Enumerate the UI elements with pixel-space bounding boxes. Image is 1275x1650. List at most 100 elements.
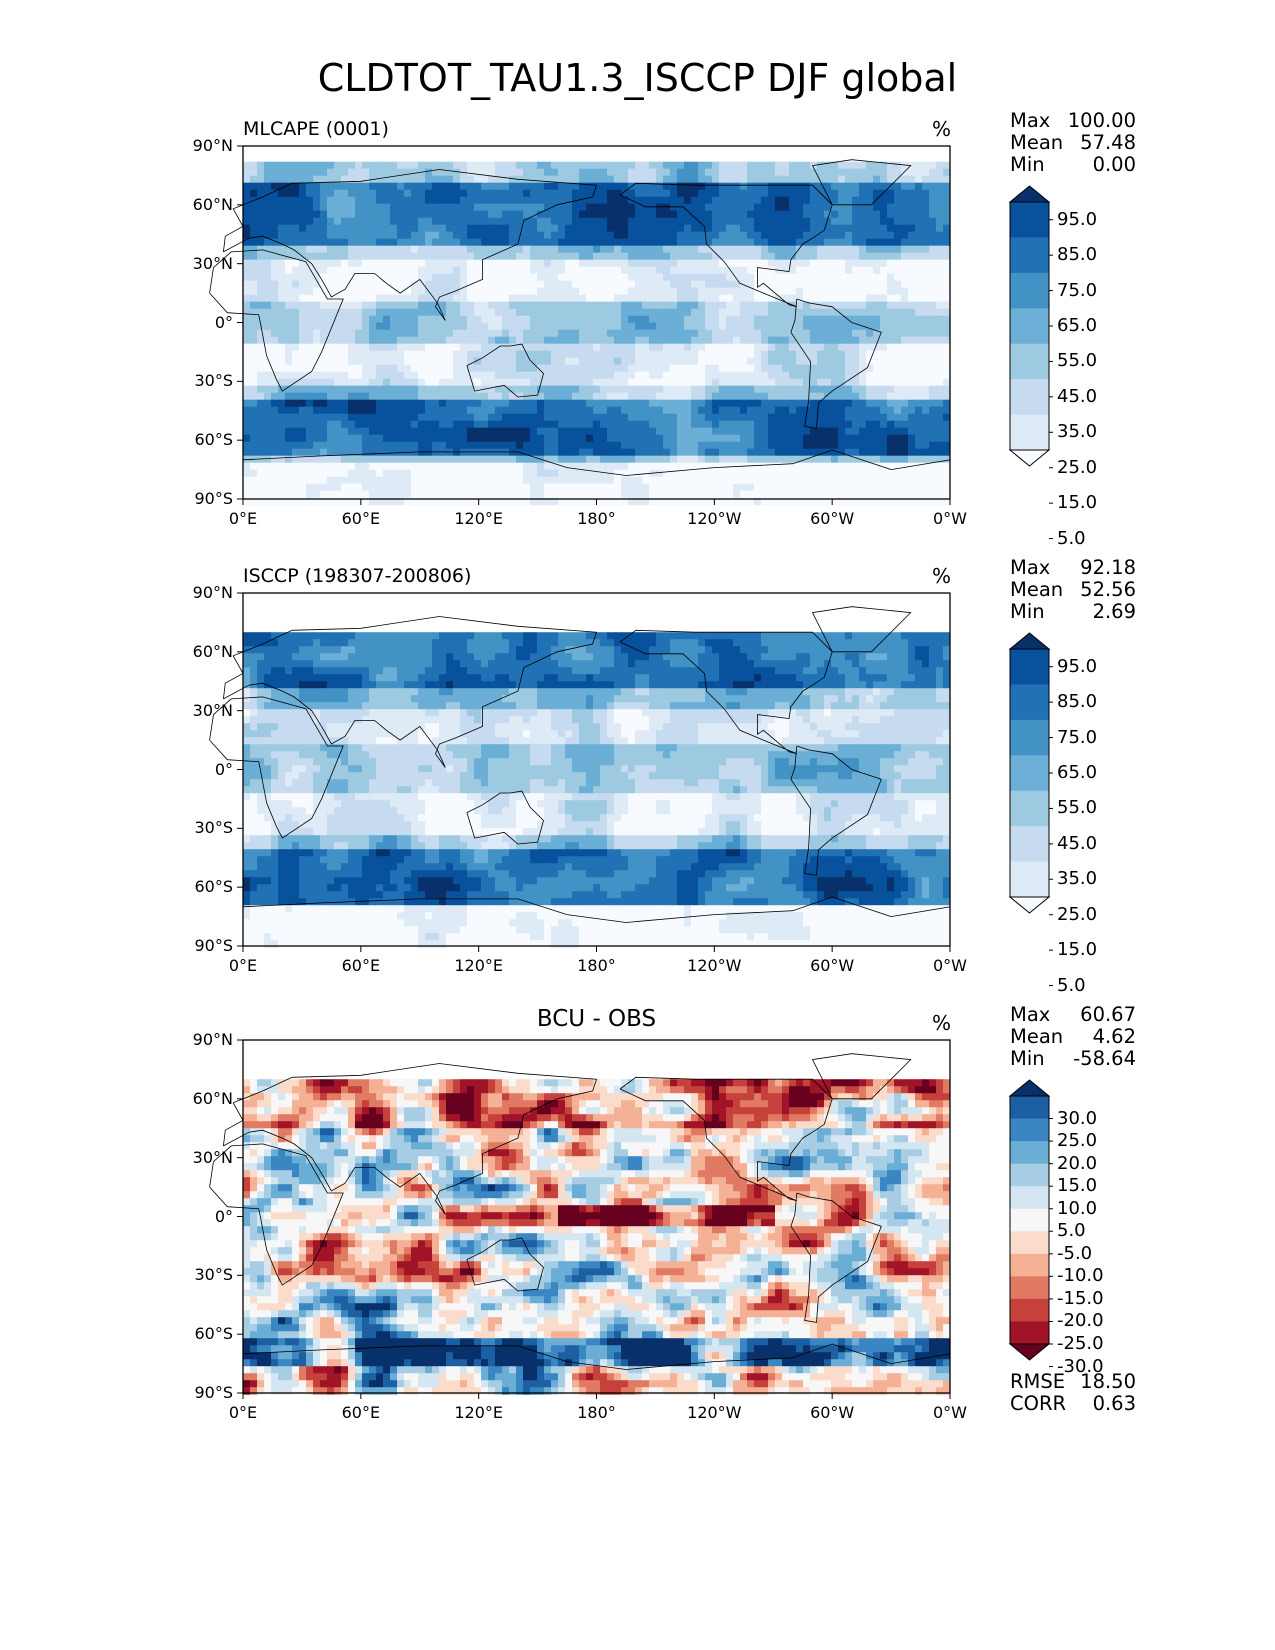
y-tick-label: 60°N [192,641,233,661]
colorbar-tick-label: 15.0 [1057,1175,1098,1197]
stat-value: 100.00 [1067,109,1136,132]
coastline-0 [209,249,344,392]
field-shading [243,632,951,948]
colorbar-tick-label: 65.0 [1057,315,1098,336]
colorbar-segment [1010,1163,1049,1187]
x-tick-label: 60°W [810,509,855,528]
field-shading [243,161,951,506]
coastline-0 [209,696,344,839]
stat-label: Mean [1010,578,1064,601]
metric-corr: CORR 0.63 [1010,1393,1136,1415]
stat-label: Min [1010,1047,1045,1070]
stat-value: 60.67 [1080,1003,1136,1026]
coastline-1 [223,169,598,321]
colorbar-segment [1010,719,1049,756]
stat-label: Mean [1010,1025,1064,1048]
metric-value: 18.50 [1080,1370,1136,1393]
y-tick-label: 60°S [194,877,233,897]
x-tick-label: 0°W [933,509,967,528]
stat-label: Mean [1010,131,1064,154]
coastline-3 [619,1076,833,1202]
colorbar-segment [1010,755,1049,792]
stats-box: Max 60.67 Mean 4.62 Min -58.64 [1010,1004,1136,1070]
y-tick-label: 90°N [192,583,233,602]
x-tick-label: 180° [577,956,616,975]
colorbar-tick-label: 45.0 [1057,832,1098,854]
stat-label: Min [1010,600,1045,623]
stat-min: Min 0.00 [1010,154,1136,176]
colorbar-segment [1010,1321,1049,1345]
colorbar-tick-label: -25.0 [1057,1333,1104,1354]
colorbar-segment [1010,379,1049,416]
colorbar-tick-label: 45.0 [1057,385,1098,407]
stat-mean: Mean 57.48 [1010,132,1136,154]
units-label: % [932,564,952,588]
colorbar-tick-label: 35.0 [1057,421,1098,443]
colorbar-tick-label: 85.0 [1057,691,1098,713]
coastline-5 [811,1053,912,1100]
colorbar-segment [1010,1253,1049,1277]
y-tick-label: 30°N [192,1147,233,1167]
colorbar-tick-label: 15.0 [1057,492,1098,514]
stat-value: 92.18 [1080,556,1136,579]
colorbar-segment [1010,343,1049,380]
stat-label: Max [1010,109,1051,132]
x-tick-label: 120°E [454,956,503,975]
colorbar-segment [1010,1186,1049,1210]
coastline-5 [811,159,912,206]
colorbar-segment [1010,1231,1049,1255]
x-tick-label: 60°E [341,1403,381,1422]
y-tick-label: 0° [214,1206,233,1226]
stats-box: Max 100.00 Mean 57.48 Min 0.00 [1010,110,1136,176]
x-tick-label: 0°E [228,509,258,528]
stat-value: 57.48 [1080,131,1136,154]
colorbar-segment [1010,826,1049,863]
y-tick-label: 30°N [192,700,233,720]
x-tick-label: 60°E [341,956,381,975]
field-shading [243,1079,951,1395]
x-tick-label: 60°E [341,509,381,528]
coastline-3 [619,629,833,755]
colorbar-tick-label: 25.0 [1057,456,1098,478]
stats-box: Max 92.18 Mean 52.56 Min 2.69 [1010,557,1136,623]
stat-value: 0.00 [1092,153,1136,176]
colorbar-segment [1010,202,1049,238]
colorbar-tick-label: -30.0 [1057,1355,1104,1377]
stat-label: Min [1010,153,1045,176]
y-tick-label: 90°S [194,489,233,508]
colorbar-segment [1010,1208,1049,1232]
coastline-2 [466,343,544,398]
colorbar-tick-label: -20.0 [1057,1310,1104,1332]
y-tick-label: 60°S [194,430,233,450]
stat-max: Max 92.18 [1010,557,1136,579]
colorbar-extend-bottom [1008,449,1051,467]
stat-mean: Mean 4.62 [1010,1026,1136,1048]
y-tick-label: 90°S [194,936,233,955]
y-tick-label: 30°S [194,818,233,838]
metric-label: RMSE [1010,1370,1066,1393]
colorbar-segment [1010,1141,1049,1165]
metric-value: 0.63 [1092,1392,1136,1415]
colorbar-extend-top [1008,185,1051,203]
colorbar-segment [1010,684,1049,721]
colorbar-tick-label: -5.0 [1057,1242,1093,1264]
stat-value: 4.62 [1092,1025,1136,1048]
y-tick-label: 30°N [192,253,233,273]
colorbar-tick-label: 25.0 [1057,903,1098,925]
colorbar-extend-top [1008,632,1051,650]
colorbar-tick-label: 5.0 [1057,527,1086,549]
x-tick-label: 0°W [933,1403,967,1422]
stat-label: Max [1010,556,1051,579]
y-tick-label: 0° [214,759,233,779]
colorbar-tick-label: 10.0 [1057,1197,1098,1219]
colorbar [1008,632,1053,987]
colorbar-tick-label: 75.0 [1057,279,1098,301]
coastline-4 [790,1192,882,1323]
stat-min: Min 2.69 [1010,601,1136,623]
coastline-4 [790,298,882,429]
x-tick-label: 0°E [228,1403,258,1422]
units-label: % [932,1011,952,1035]
stat-max: Max 100.00 [1010,110,1136,132]
colorbar-segment [1010,308,1049,345]
colorbar-tick-label: 15.0 [1057,939,1098,961]
